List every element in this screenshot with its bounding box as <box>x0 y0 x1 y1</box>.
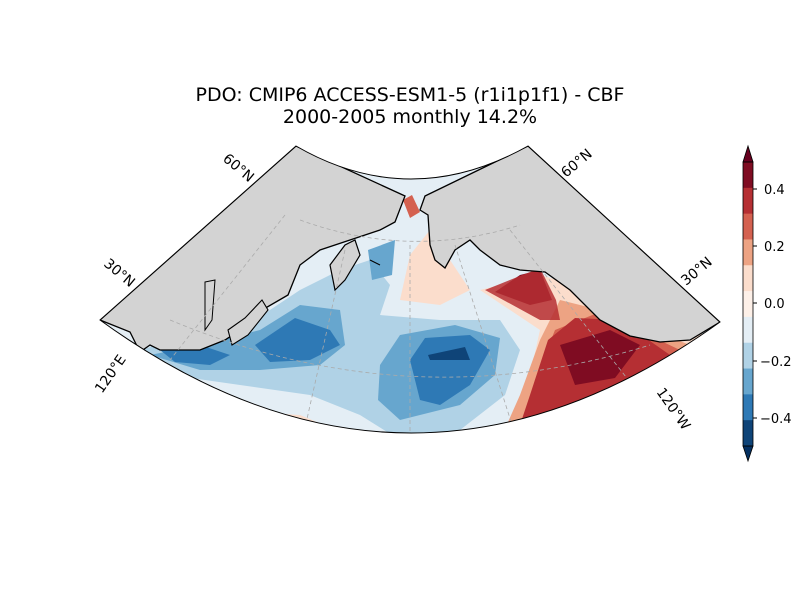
label-60n-right: 60°N <box>558 146 595 181</box>
colorbar-swatch <box>743 291 753 318</box>
graticule-lon-120w <box>509 229 661 421</box>
colorbar-tick-label: −0.4 <box>760 412 792 427</box>
colorbar-swatch <box>743 187 753 215</box>
land-masses <box>100 146 720 450</box>
label-30n-left: 30°N <box>100 256 137 291</box>
colorbar-swatch <box>743 316 753 344</box>
graticule-lon-150w <box>454 244 521 434</box>
contour-positive-east-core <box>560 330 640 385</box>
map-outline <box>99 145 721 434</box>
contour-negative-deep <box>428 347 470 360</box>
label-30n-right: 30°N <box>678 254 715 289</box>
label-120e: 120°E <box>92 352 130 396</box>
graticule <box>169 214 661 434</box>
map-sector <box>99 145 721 450</box>
colorbar-swatch <box>743 368 753 395</box>
map-title-line1: PDO: CMIP6 ACCESS-ESM1-5 (r1i1p1f1) - CB… <box>195 84 625 106</box>
hawaii-islands-2 <box>489 445 492 448</box>
colorbar-ticks: 0.4 0.2 0.0 −0.2 −0.4 <box>753 183 792 427</box>
land-kamchatka <box>329 239 361 292</box>
graticule-lat-60 <box>299 219 521 242</box>
colorbar-swatch <box>743 342 753 370</box>
land-sakhalin <box>204 279 216 332</box>
graticule-lon-150e <box>299 249 346 434</box>
contour-negative-bering <box>368 240 395 280</box>
colorbar-swatch <box>743 420 753 447</box>
label-120w: 120°W <box>653 385 693 433</box>
label-60n-left: 60°N <box>219 151 256 186</box>
land-asia <box>100 146 406 353</box>
hawaii-islands <box>481 441 485 445</box>
graticule-lat-30 <box>169 319 651 378</box>
colorbar-swatch <box>743 265 753 292</box>
colorbar-top-extend <box>742 144 754 163</box>
colorbar-tick-label: 0.4 <box>764 183 785 198</box>
colorbar-frame <box>742 161 754 447</box>
contour-negative-core-2 <box>410 335 490 405</box>
land-japan <box>227 299 269 346</box>
land-aleutians <box>369 259 381 266</box>
colorbar-tick-label: 0.2 <box>764 240 785 255</box>
map-title-line2: 2000-2005 monthly 14.2% <box>282 106 538 128</box>
colorbar-swatch <box>743 394 753 421</box>
colorbar-tick-label: 0.0 <box>764 297 785 312</box>
contour-positive-bering-plume <box>400 230 470 305</box>
contour-positive-strait <box>403 195 420 218</box>
hawaii-islands-3 <box>496 447 499 450</box>
colorbar-swatch <box>743 239 753 266</box>
colorbar-swatch <box>743 213 753 240</box>
colorbar-swatch <box>743 162 753 189</box>
contour-positive-gulf-ring <box>485 268 560 320</box>
graticule-lon-120e <box>169 214 286 361</box>
colorbar-swatches <box>743 162 753 447</box>
land-north-america <box>419 146 720 343</box>
colorbar-bottom-extend <box>742 445 754 463</box>
contour-negative-core-1 <box>255 318 340 362</box>
land-baja <box>560 425 572 432</box>
colorbar: 0.4 0.2 0.0 −0.2 −0.4 <box>742 144 792 463</box>
colorbar-tick-label: −0.2 <box>760 355 792 370</box>
